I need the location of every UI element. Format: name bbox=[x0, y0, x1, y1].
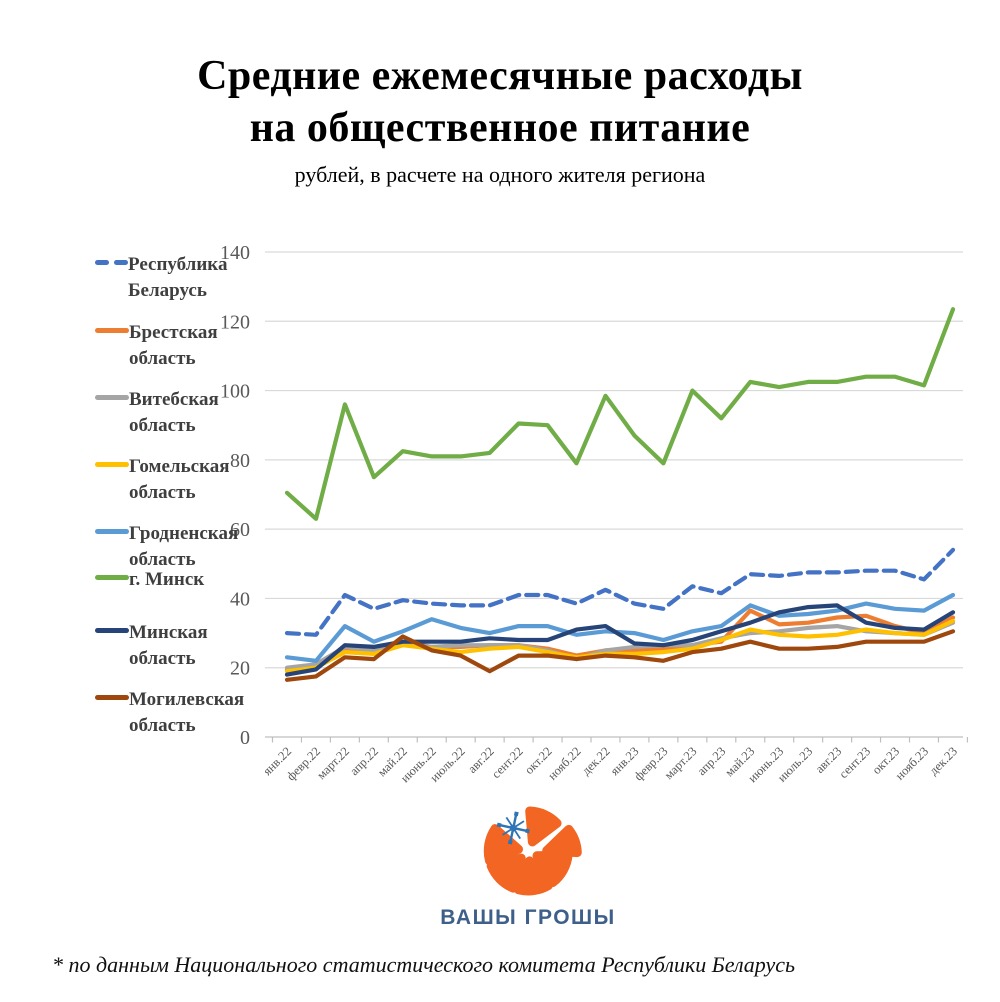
gridlines bbox=[265, 251, 963, 738]
legend-item-minsk-city: г. Минск bbox=[95, 567, 255, 593]
legend-swatch-line bbox=[95, 462, 129, 467]
legend-label: Гродненская область bbox=[129, 523, 239, 570]
svg-text:140: 140 bbox=[220, 242, 250, 264]
ornament-snowflake bbox=[496, 811, 530, 845]
legend-label: Республика Беларусь bbox=[128, 254, 228, 301]
legend-label: Гомельская область bbox=[129, 456, 230, 503]
svg-text:дек.23: дек.23 bbox=[926, 744, 960, 778]
logo-text: ВАШЫ ГРОШЫ bbox=[440, 906, 616, 929]
legend-swatch-dashed-line bbox=[95, 260, 128, 265]
svg-text:март.23: март.23 bbox=[662, 744, 700, 782]
axis-ticks bbox=[271, 737, 969, 743]
legend-label: Брестская область bbox=[129, 322, 218, 369]
legend-item-minskaya: Минская область bbox=[95, 620, 255, 672]
series-lines bbox=[284, 307, 956, 682]
svg-text:20: 20 bbox=[230, 658, 250, 680]
legend-label: Минская область bbox=[129, 622, 208, 669]
legend-item-grodnenskaya: Гродненская область bbox=[95, 521, 255, 573]
vashy-groshy-logo: ВАШЫ ГРОШЫ bbox=[440, 804, 615, 930]
svg-text:март.22: март.22 bbox=[314, 744, 352, 782]
svg-text:120: 120 bbox=[220, 311, 250, 333]
legend-item-gomelskaya: Гомельская область bbox=[95, 454, 255, 506]
vashy-groshy-logo-icon bbox=[483, 806, 582, 896]
legend-swatch-line bbox=[95, 575, 129, 580]
x-axis-labels: янв.22февр.22март.22апр.22май.22июнь.22и… bbox=[260, 744, 960, 785]
svg-text:40: 40 bbox=[230, 588, 250, 610]
title-block: Средние ежемесячные расходы на обществен… bbox=[0, 50, 1000, 188]
legend-label: г. Минск bbox=[129, 569, 205, 590]
svg-text:нояб.22: нояб.22 bbox=[545, 744, 583, 782]
legend-swatch-line bbox=[95, 328, 129, 333]
chart-title-line1: Средние ежемесячные расходы bbox=[197, 53, 803, 99]
legend-item-respublika-belarus: Республика Беларусь bbox=[95, 252, 255, 304]
legend-label: Витебская область bbox=[129, 389, 219, 436]
svg-text:сент.23: сент.23 bbox=[836, 744, 873, 781]
svg-text:апр.23: апр.23 bbox=[695, 744, 729, 778]
legend-item-vitebskaya: Витебская область bbox=[95, 387, 255, 439]
legend-swatch-line bbox=[95, 628, 129, 633]
svg-text:сент.22: сент.22 bbox=[489, 744, 526, 781]
legend-item-brestskaya: Брестская область bbox=[95, 320, 255, 372]
y-axis-labels: 0 20 40 60 80 100 120 140 bbox=[220, 242, 250, 749]
legend-swatch-line bbox=[95, 529, 129, 534]
svg-text:80: 80 bbox=[230, 450, 250, 472]
chart-subtitle: рублей, в расчете на одного жителя регио… bbox=[294, 162, 706, 187]
legend-item-mogilevskaya: Могилевская область bbox=[95, 687, 255, 739]
legend-swatch-line bbox=[95, 695, 129, 700]
svg-text:нояб.23: нояб.23 bbox=[893, 744, 931, 782]
source-footnote: * по данным Национального статистическог… bbox=[52, 952, 796, 977]
chart-title-line2: на общественное питание bbox=[249, 105, 751, 151]
svg-text:дек.22: дек.22 bbox=[579, 744, 613, 778]
svg-text:апр.22: апр.22 bbox=[347, 744, 381, 778]
svg-text:100: 100 bbox=[220, 381, 250, 403]
legend-label: Могилевская область bbox=[129, 689, 245, 736]
svg-text:0: 0 bbox=[240, 727, 250, 749]
legend-swatch-line bbox=[95, 395, 129, 400]
svg-text:60: 60 bbox=[230, 519, 250, 541]
